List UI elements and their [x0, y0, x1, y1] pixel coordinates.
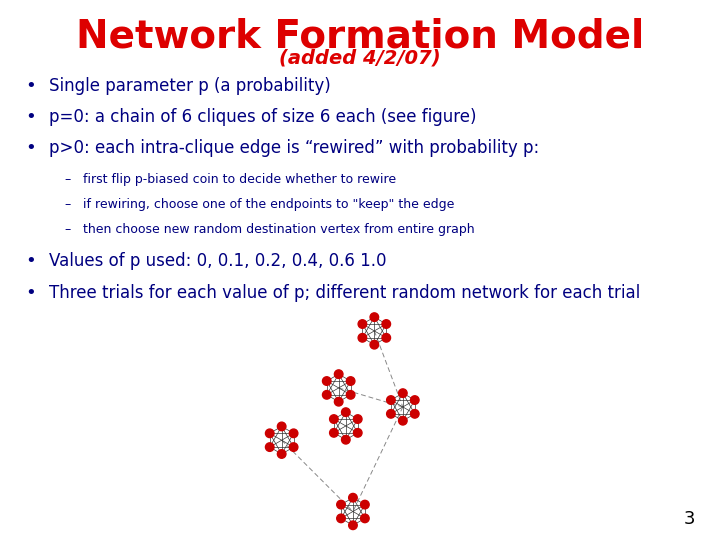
Circle shape [266, 429, 274, 437]
Circle shape [382, 320, 390, 328]
Circle shape [354, 415, 362, 423]
Text: •: • [25, 252, 36, 270]
Circle shape [410, 396, 419, 404]
Circle shape [348, 494, 357, 502]
Circle shape [334, 370, 343, 379]
Circle shape [387, 409, 395, 418]
Circle shape [410, 409, 419, 418]
Circle shape [330, 415, 338, 423]
Circle shape [341, 435, 350, 444]
Circle shape [358, 320, 366, 328]
Circle shape [277, 422, 286, 431]
Text: –: – [65, 173, 71, 186]
Circle shape [337, 501, 346, 509]
Text: •: • [25, 284, 36, 301]
Text: Values of p used: 0, 0.1, 0.2, 0.4, 0.6 1.0: Values of p used: 0, 0.1, 0.2, 0.4, 0.6 … [49, 252, 387, 270]
Text: if rewiring, choose one of the endpoints to "keep" the edge: if rewiring, choose one of the endpoints… [83, 198, 454, 211]
Circle shape [354, 429, 362, 437]
Circle shape [323, 377, 331, 386]
Circle shape [323, 390, 331, 399]
Circle shape [358, 334, 366, 342]
Circle shape [346, 390, 355, 399]
Text: then choose new random destination vertex from entire graph: then choose new random destination verte… [83, 223, 474, 236]
Text: •: • [25, 77, 36, 94]
Circle shape [334, 397, 343, 406]
Circle shape [370, 313, 379, 321]
Circle shape [289, 443, 298, 451]
Text: 3: 3 [683, 510, 695, 528]
Circle shape [289, 429, 298, 437]
Circle shape [266, 443, 274, 451]
Circle shape [346, 377, 355, 386]
Text: –: – [65, 223, 71, 236]
Text: p>0: each intra-clique edge is “rewired” with probability p:: p>0: each intra-clique edge is “rewired”… [49, 139, 539, 157]
Circle shape [337, 514, 346, 523]
Circle shape [382, 334, 390, 342]
Text: –: – [65, 198, 71, 211]
Text: first flip p-biased coin to decide whether to rewire: first flip p-biased coin to decide wheth… [83, 173, 396, 186]
Text: p=0: a chain of 6 cliques of size 6 each (see figure): p=0: a chain of 6 cliques of size 6 each… [49, 108, 477, 126]
Text: •: • [25, 139, 36, 157]
Text: (added 4/2/07): (added 4/2/07) [279, 49, 441, 68]
Text: •: • [25, 108, 36, 126]
Circle shape [348, 521, 357, 530]
Circle shape [387, 396, 395, 404]
Text: Single parameter p (a probability): Single parameter p (a probability) [49, 77, 330, 94]
Circle shape [399, 389, 407, 397]
Circle shape [361, 501, 369, 509]
Circle shape [277, 450, 286, 458]
Circle shape [330, 429, 338, 437]
Circle shape [361, 514, 369, 523]
Text: Network Formation Model: Network Formation Model [76, 17, 644, 55]
Circle shape [399, 416, 407, 425]
Text: Three trials for each value of p; different random network for each trial: Three trials for each value of p; differ… [49, 284, 640, 301]
Circle shape [341, 408, 350, 416]
Circle shape [370, 340, 379, 349]
